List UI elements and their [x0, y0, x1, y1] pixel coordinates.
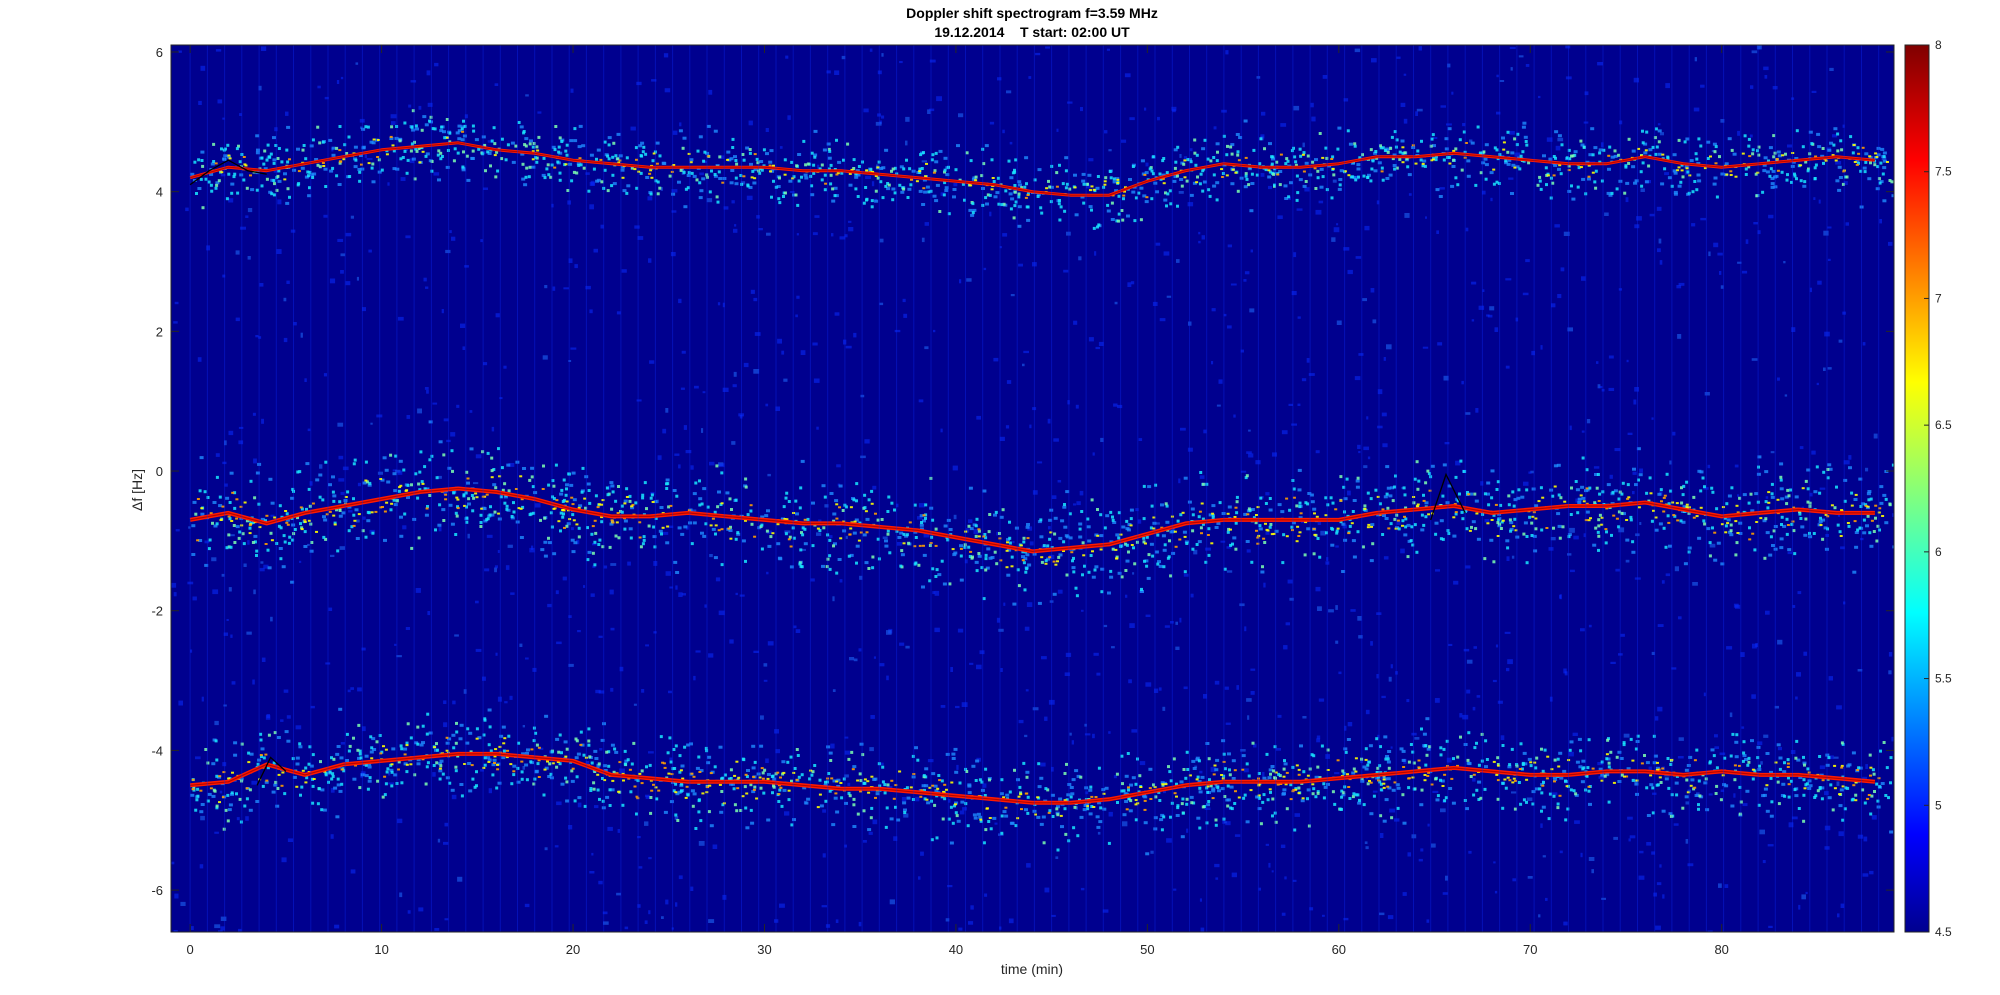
- y-tick-label: 6: [156, 45, 163, 60]
- black-trace-1: [189, 159, 267, 186]
- colorbar-tick-label: 4.5: [1935, 925, 1952, 939]
- y-tick-label: -2: [151, 604, 163, 619]
- y-tick-label: 0: [156, 464, 163, 479]
- black-trace-3: [1430, 472, 1466, 521]
- chart-subtitle: 19.12.2014 T start: 02:00 UT: [934, 24, 1130, 40]
- colorbar-tick-label: 5: [1935, 798, 1942, 812]
- y-axis: 6 4 2 0 -2 -4 -6: [151, 45, 1894, 898]
- y-axis-label: Δf [Hz]: [129, 469, 145, 511]
- colorbar-tick-label: 6: [1935, 545, 1942, 559]
- signal-band-1: [189, 109, 1894, 230]
- plot-area: [170, 44, 1895, 933]
- colorbar-tick-label: 6.5: [1935, 418, 1952, 432]
- x-tick-label: 0: [187, 942, 194, 957]
- plot-background: [171, 45, 1894, 932]
- y-tick-label: 2: [156, 324, 163, 339]
- x-tick-label: 70: [1523, 942, 1537, 957]
- background-noise: [171, 45, 1894, 932]
- colorbar-ticks: 8 7.5 7 6.5 6 5.5 5 4.5: [1924, 38, 1952, 939]
- colorbar: 8 7.5 7 6.5 6 5.5 5 4.5: [1904, 38, 1952, 939]
- x-axis: 0 10 20 30 40 50 60 70 80: [187, 45, 1729, 957]
- y-tick-label: -4: [151, 743, 163, 758]
- colorbar-tick-label: 8: [1935, 38, 1942, 52]
- heatmap-layer: [171, 45, 1894, 932]
- x-tick-label: 40: [949, 942, 963, 957]
- signal-band-2: [189, 420, 1894, 606]
- colorbar-gradient: [1904, 44, 1930, 933]
- black-trace-2: [256, 756, 287, 786]
- colorbar-tick-label: 7: [1935, 291, 1942, 305]
- signal-band-3: [189, 707, 1894, 856]
- colorbar-tick-label: 7.5: [1935, 165, 1952, 179]
- y-tick-label: 4: [156, 185, 163, 200]
- x-tick-label: 30: [757, 942, 771, 957]
- sweep-stripes: [189, 45, 1880, 932]
- chart-title: Doppler shift spectrogram f=3.59 MHz: [906, 5, 1158, 21]
- x-axis-label: time (min): [1001, 961, 1063, 977]
- colorbar-tick-label: 5.5: [1935, 672, 1952, 686]
- x-tick-label: 20: [566, 942, 580, 957]
- y-tick-label: -6: [151, 883, 163, 898]
- x-tick-label: 80: [1714, 942, 1728, 957]
- plot-frame: [170, 44, 1895, 933]
- x-tick-label: 10: [374, 942, 388, 957]
- x-tick-label: 60: [1332, 942, 1346, 957]
- x-tick-label: 50: [1140, 942, 1154, 957]
